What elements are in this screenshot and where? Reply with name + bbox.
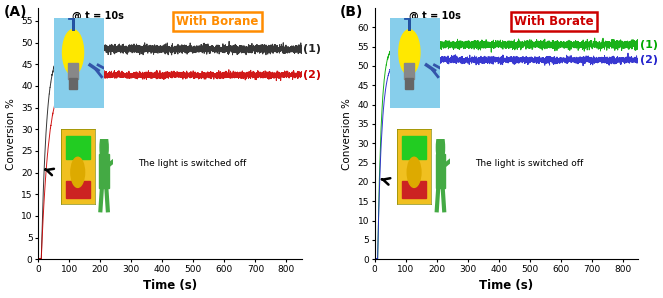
Text: (1): (1)	[303, 44, 322, 54]
Text: With Borate: With Borate	[514, 15, 593, 28]
Text: (2): (2)	[303, 70, 322, 80]
Text: The light is switched off: The light is switched off	[139, 159, 247, 168]
X-axis label: Time (s): Time (s)	[143, 280, 197, 292]
Text: (2): (2)	[640, 55, 658, 65]
Y-axis label: Conversion %: Conversion %	[342, 98, 352, 170]
Text: @ t = 10s: @ t = 10s	[409, 10, 461, 21]
Text: @ t = 10s: @ t = 10s	[72, 10, 125, 21]
X-axis label: Time (s): Time (s)	[479, 280, 534, 292]
Y-axis label: Conversion %: Conversion %	[5, 98, 15, 170]
Text: (B): (B)	[340, 5, 363, 19]
Text: (1): (1)	[640, 40, 658, 50]
Text: With Borane: With Borane	[176, 15, 259, 28]
Text: (A): (A)	[4, 5, 27, 19]
Text: The light is switched off: The light is switched off	[475, 159, 583, 168]
